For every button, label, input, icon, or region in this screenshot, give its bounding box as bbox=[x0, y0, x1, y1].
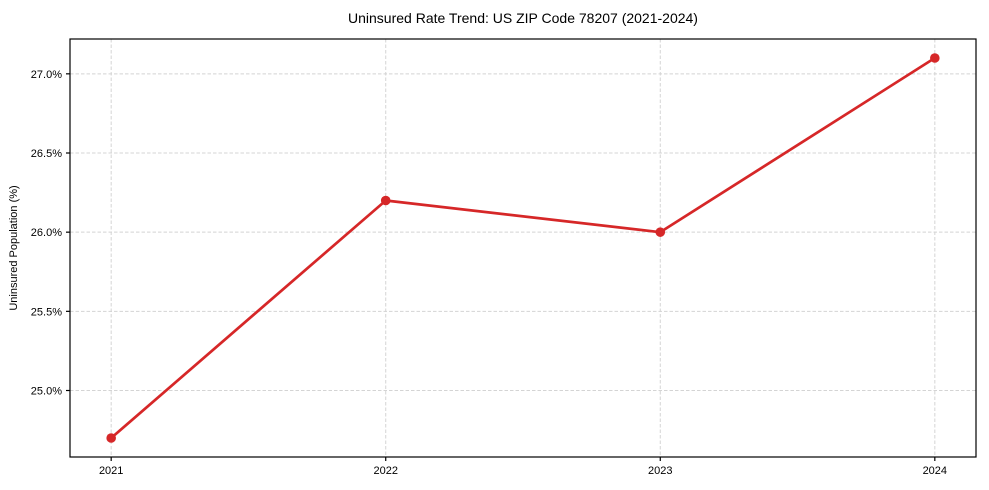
chart-title: Uninsured Rate Trend: US ZIP Code 78207 … bbox=[348, 10, 698, 26]
y-tick-label: 25.5% bbox=[31, 306, 62, 318]
x-tick-label: 2021 bbox=[99, 465, 123, 477]
x-tick-label: 2024 bbox=[923, 465, 947, 477]
data-point bbox=[380, 195, 391, 206]
data-point bbox=[930, 53, 940, 63]
data-point bbox=[106, 433, 116, 443]
plot-border bbox=[69, 38, 977, 458]
data-point bbox=[655, 227, 666, 237]
y-axis-label: Uninsured Population (%) bbox=[8, 185, 20, 310]
plot-area: 25.0% 25.5% 26.0% 26.5% 27.0% 2021 2022 2023 202… bbox=[31, 38, 977, 477]
plot-background bbox=[70, 39, 976, 457]
y-tick-label: 27.0% bbox=[31, 69, 62, 81]
y-tick-label: 26.0% bbox=[31, 227, 62, 239]
y-tick-label: 25.0% bbox=[31, 386, 62, 398]
trend-line bbox=[109, 56, 937, 440]
x-tick-label: 2023 bbox=[648, 465, 672, 477]
x-tick-label: 2022 bbox=[373, 465, 397, 477]
y-tick-label: 26.5% bbox=[31, 148, 62, 160]
